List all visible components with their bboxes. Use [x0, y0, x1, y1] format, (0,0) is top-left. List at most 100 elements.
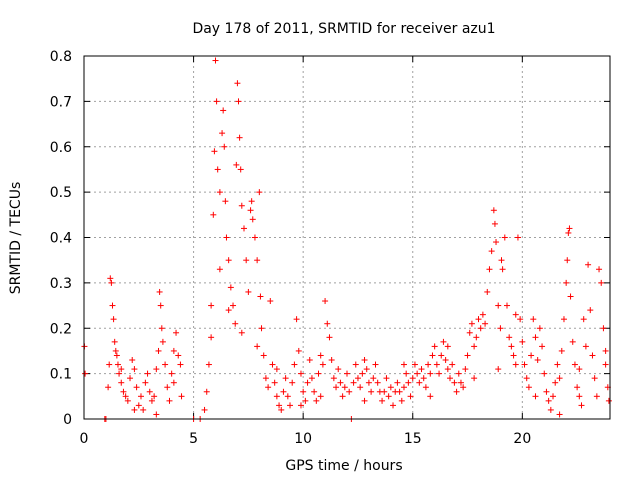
data-point-0-184	[479, 311, 486, 318]
data-point-0-164	[436, 370, 443, 377]
y-tick-label-0: 0	[63, 412, 72, 428]
data-point-0-11	[112, 347, 119, 354]
data-point-0-236	[585, 261, 592, 268]
data-point-0-150	[405, 379, 412, 386]
y-tick-label-3: 0.3	[50, 276, 72, 292]
data-point-0-13	[114, 361, 121, 368]
data-point-0-159	[425, 361, 432, 368]
data-point-0-228	[567, 293, 574, 300]
data-point-0-146	[396, 388, 403, 395]
data-point-0-265	[512, 311, 519, 318]
data-point-0-53	[211, 148, 218, 155]
data-point-0-56	[214, 166, 221, 173]
data-point-0-12	[113, 352, 120, 359]
data-point-0-73	[240, 225, 247, 232]
data-point-0-193	[497, 325, 504, 332]
data-point-0-72	[238, 202, 245, 209]
data-point-0-200	[510, 352, 517, 359]
data-point-0-188	[488, 248, 495, 255]
data-point-0-197	[503, 302, 510, 309]
data-point-0-128	[357, 384, 364, 391]
data-point-0-88	[269, 361, 276, 368]
data-point-0-229	[569, 338, 576, 345]
data-point-0-102	[300, 388, 307, 395]
data-point-0-92	[278, 406, 285, 413]
data-point-0-208	[528, 352, 535, 359]
data-point-0-190	[491, 220, 498, 227]
data-point-0-203	[517, 316, 524, 323]
data-point-0-35	[158, 325, 165, 332]
data-point-0-70	[236, 134, 243, 141]
data-point-0-127	[354, 375, 361, 382]
data-point-0-41	[170, 347, 177, 354]
x-tick-label-2: 10	[294, 431, 312, 447]
data-point-0-132	[365, 379, 372, 386]
data-point-0-167	[442, 357, 449, 364]
data-point-0-263	[471, 375, 478, 382]
data-point-0-60	[221, 143, 228, 150]
data-point-0-151	[407, 393, 414, 400]
data-point-0-211	[534, 357, 541, 364]
data-point-0-230	[571, 361, 578, 368]
data-point-0-257	[297, 402, 304, 409]
data-point-0-21	[131, 366, 138, 373]
data-point-0-19	[127, 375, 134, 382]
data-point-0-96	[287, 402, 294, 409]
data-point-0-194	[498, 257, 505, 264]
data-point-0-24	[137, 393, 144, 400]
data-point-0-38	[164, 384, 171, 391]
data-point-0-138	[379, 397, 386, 404]
data-point-0-63	[225, 257, 232, 264]
data-point-0-231	[574, 384, 581, 391]
data-point-0-189	[490, 207, 497, 214]
data-point-0-173	[455, 370, 462, 377]
data-point-0-65	[230, 302, 237, 309]
data-point-0-42	[173, 329, 180, 336]
data-point-0-234	[580, 316, 587, 323]
data-point-0-110	[317, 352, 324, 359]
data-point-0-15	[118, 379, 125, 386]
data-point-0-126	[352, 361, 359, 368]
data-point-0-32	[155, 347, 162, 354]
data-point-0-185	[482, 320, 489, 327]
data-point-0-195	[499, 266, 506, 273]
data-point-0-123	[346, 388, 353, 395]
data-point-0-69	[235, 98, 242, 105]
data-point-0-103	[302, 397, 309, 404]
y-tick-label-7: 0.7	[50, 94, 72, 110]
data-point-0-14	[116, 370, 123, 377]
data-point-0-233	[578, 402, 585, 409]
data-point-0-246	[605, 397, 612, 404]
data-point-0-261	[427, 393, 434, 400]
data-point-0-62	[223, 234, 230, 241]
data-point-0-121	[341, 384, 348, 391]
data-point-0-36	[159, 338, 166, 345]
data-point-0-192	[495, 302, 502, 309]
data-point-0-180	[471, 343, 478, 350]
data-point-0-247	[118, 366, 125, 373]
data-point-0-252	[216, 266, 223, 273]
data-point-0-175	[460, 384, 467, 391]
data-point-0-242	[598, 279, 605, 286]
data-point-0-66	[232, 320, 239, 327]
data-point-0-186	[484, 288, 491, 295]
data-point-0-105	[306, 357, 313, 364]
data-point-0-249	[153, 411, 160, 418]
data-point-0-55	[213, 98, 220, 105]
data-point-0-157	[420, 375, 427, 382]
data-point-0-108	[313, 397, 320, 404]
data-point-0-23	[135, 402, 142, 409]
data-point-0-241	[596, 266, 603, 273]
data-point-0-28	[146, 388, 153, 395]
data-point-0-149	[403, 370, 410, 377]
data-point-0-218	[550, 393, 557, 400]
data-point-0-145	[394, 379, 401, 386]
x-tick-label-1: 5	[189, 431, 198, 447]
data-point-0-221	[556, 375, 563, 382]
data-point-0-39	[166, 397, 173, 404]
y-tick-label-8: 0.8	[50, 49, 72, 65]
data-point-0-107	[311, 388, 318, 395]
data-point-0-33	[156, 288, 163, 295]
data-point-0-30	[151, 393, 158, 400]
